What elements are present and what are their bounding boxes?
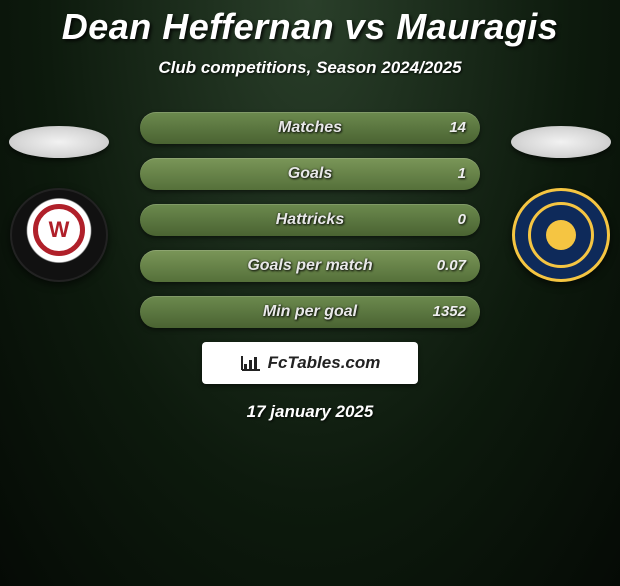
page-title: Dean Heffernan vs Mauragis: [0, 6, 620, 48]
footer-date: 17 january 2025: [0, 402, 620, 422]
club-badge-right: [512, 188, 610, 282]
stat-label: Min per goal: [140, 296, 480, 328]
stat-label: Goals per match: [140, 250, 480, 282]
page-subtitle: Club competitions, Season 2024/2025: [0, 58, 620, 78]
chart-icon: [240, 354, 262, 372]
stat-label: Goals: [140, 158, 480, 190]
player-right-col: [506, 126, 616, 282]
stat-value-right: 1352: [433, 296, 466, 328]
footer-brand-text: FcTables.com: [268, 353, 381, 373]
stat-row: Goals1: [140, 158, 480, 190]
stat-row: Goals per match0.07: [140, 250, 480, 282]
stat-label: Matches: [140, 112, 480, 144]
stats-panel: Matches14 Goals1 Hattricks0 Goals per match…: [140, 112, 480, 328]
stat-row: Hattricks0: [140, 204, 480, 236]
stat-label: Hattricks: [140, 204, 480, 236]
stat-row: Matches14: [140, 112, 480, 144]
player-left-col: [4, 126, 114, 282]
stat-value-right: 0.07: [437, 250, 466, 282]
player-left-marker: [9, 126, 109, 158]
stat-value-right: 0: [458, 204, 466, 236]
player-right-marker: [511, 126, 611, 158]
club-badge-left: [10, 188, 108, 282]
footer-brand-badge: FcTables.com: [202, 342, 418, 384]
stat-value-right: 14: [449, 112, 466, 144]
stat-row: Min per goal1352: [140, 296, 480, 328]
stat-value-right: 1: [458, 158, 466, 190]
